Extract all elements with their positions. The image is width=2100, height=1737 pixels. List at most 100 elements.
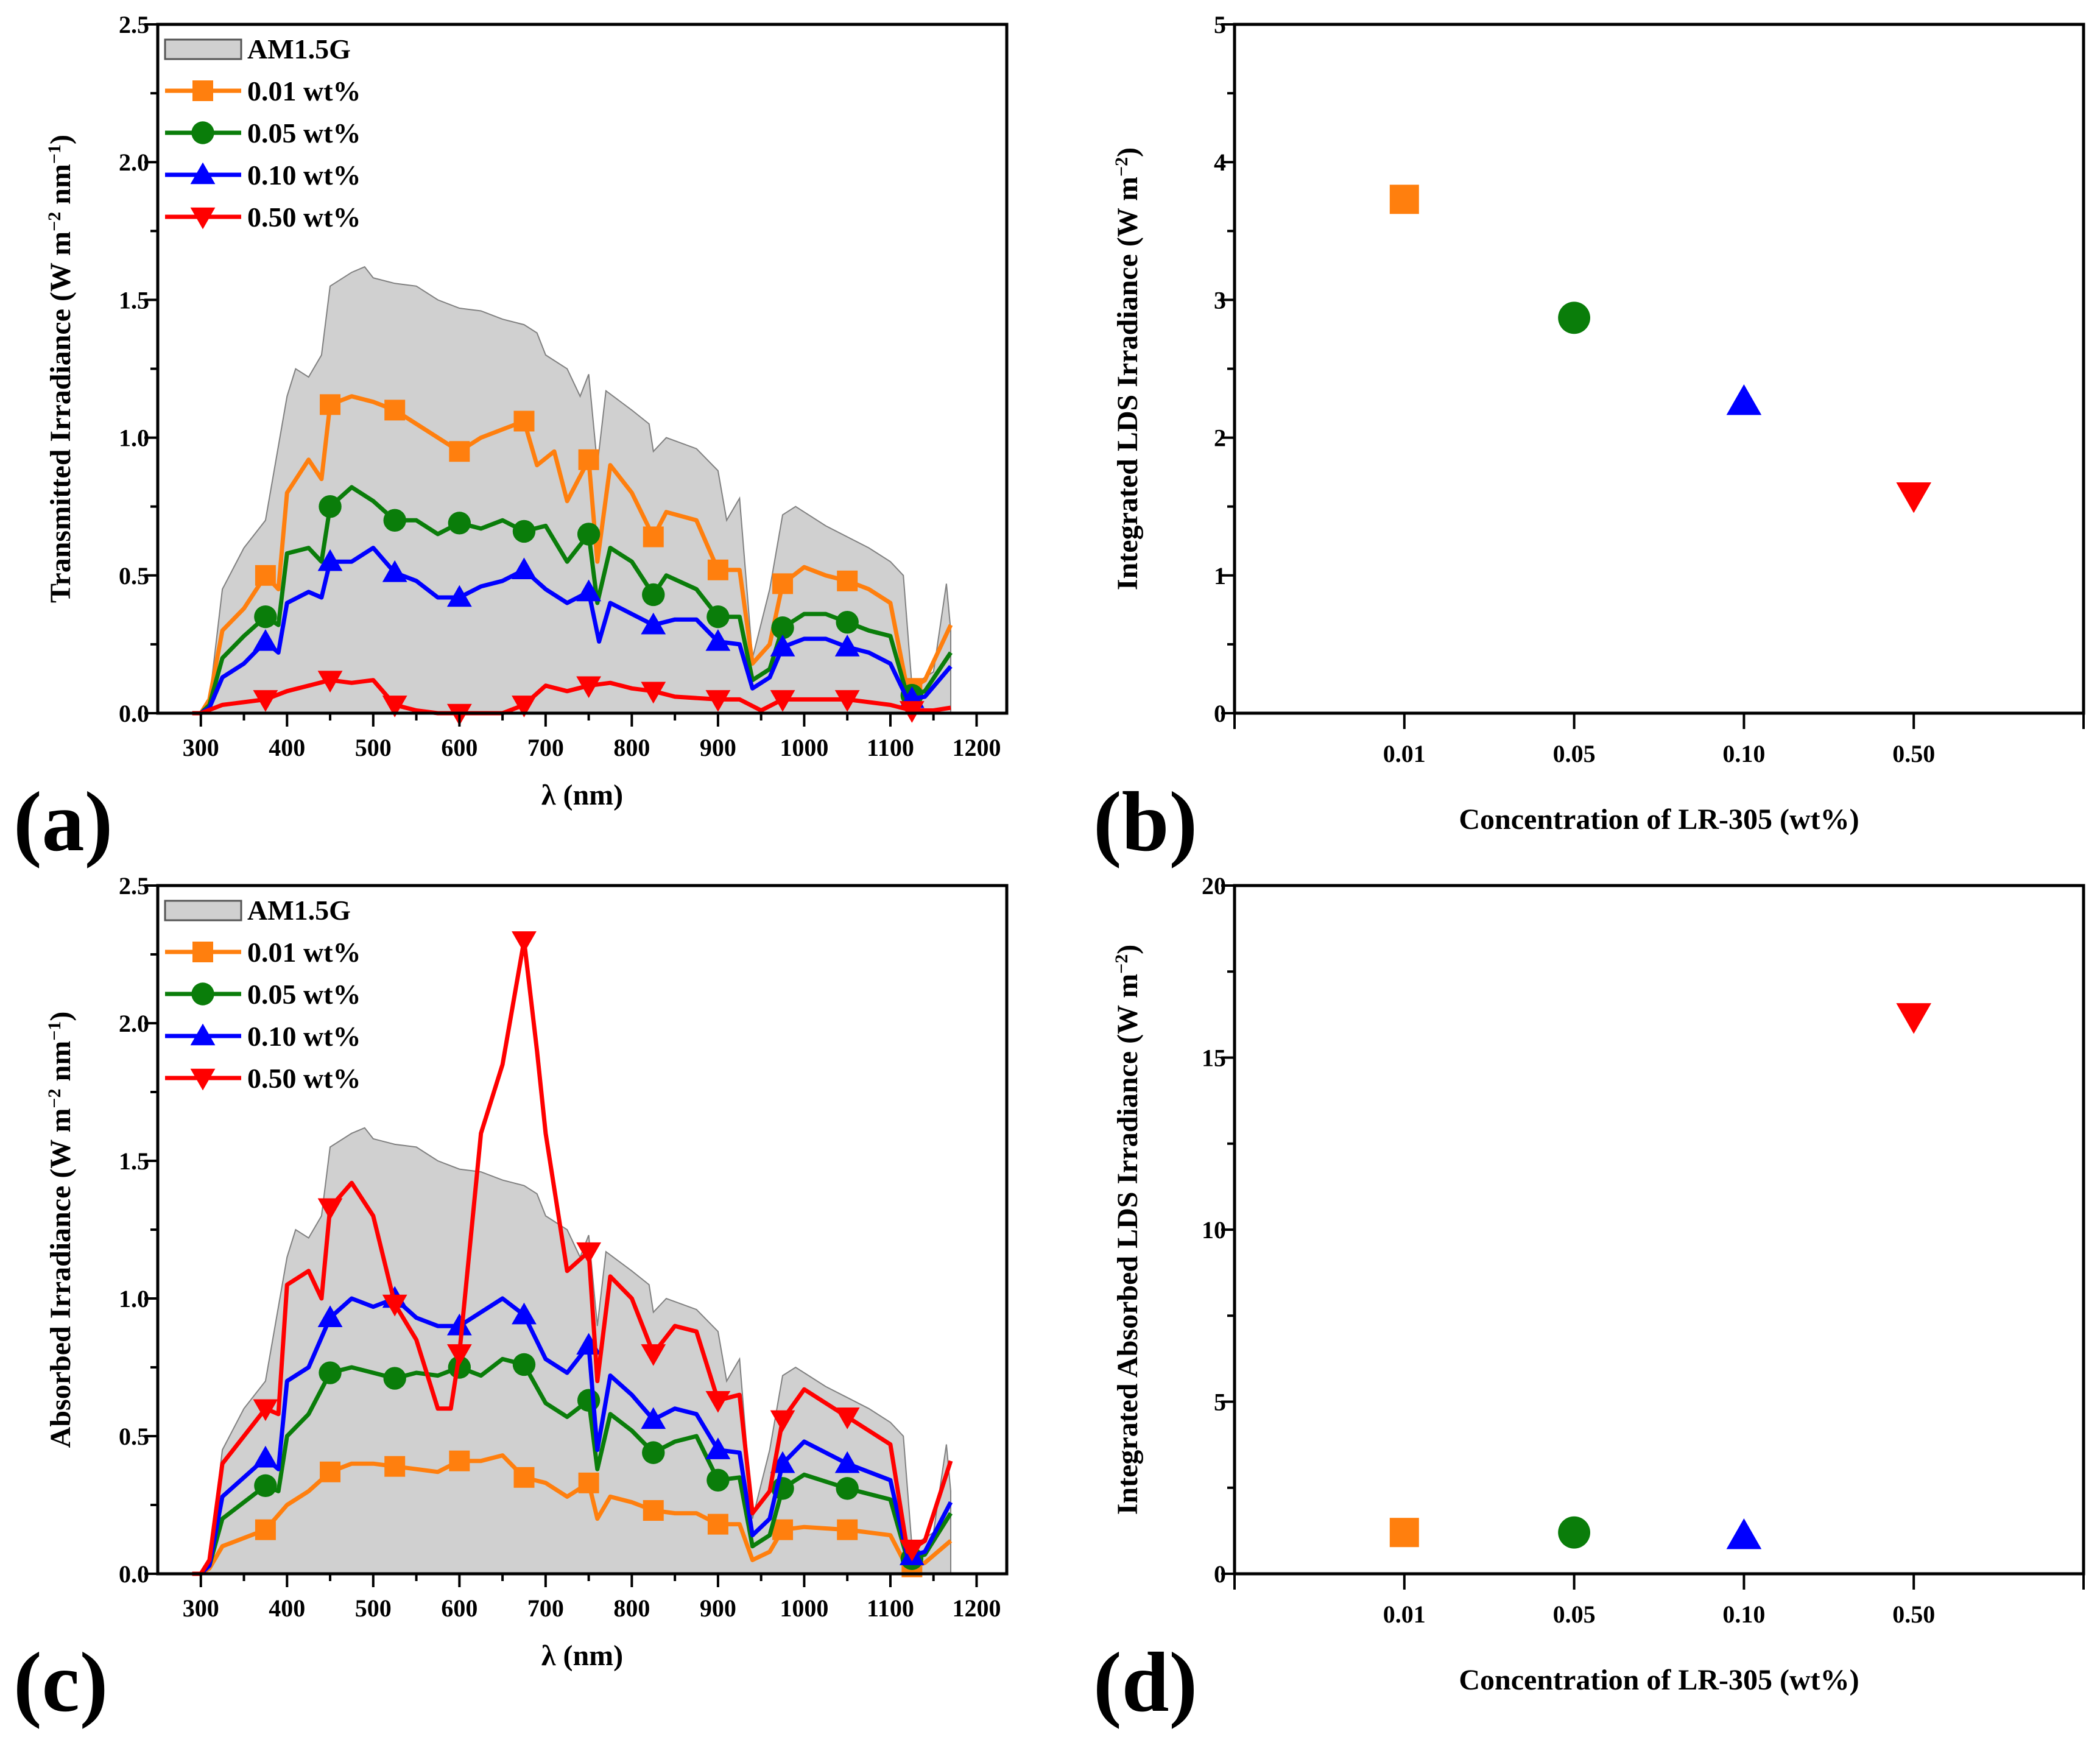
data-marker bbox=[705, 1437, 731, 1459]
data-marker bbox=[512, 520, 536, 543]
data-point-0.05 bbox=[1558, 1516, 1591, 1549]
legend-marker bbox=[190, 1023, 216, 1046]
y-tick-label: 1 bbox=[1214, 562, 1226, 590]
data-marker bbox=[253, 1445, 278, 1468]
y-tick-label: 5 bbox=[1214, 11, 1226, 38]
data-marker bbox=[253, 690, 278, 712]
data-marker bbox=[446, 585, 472, 607]
plot-frame bbox=[1233, 884, 2085, 1576]
x-tick-label: 500 bbox=[355, 1594, 392, 1622]
data-point-0.10 bbox=[1726, 384, 1762, 415]
legend: AM1.5G 0.01 wt% 0.05 wt% 0.10 wt% 0.50 wt% bbox=[164, 895, 361, 1094]
series-010wt bbox=[199, 1286, 953, 1576]
panel-a: AM1.5G 0.01 wt% 0.05 wt% 0.10 wt% 0.50 wt% 30… bbox=[13, 11, 1009, 869]
data-marker bbox=[512, 1353, 536, 1376]
data-marker bbox=[834, 690, 860, 712]
data-marker bbox=[641, 682, 666, 704]
data-marker bbox=[641, 1344, 666, 1366]
legend-item: 0.01 wt% bbox=[165, 76, 361, 107]
panel-c: AM1.5G 0.01 wt% 0.05 wt% 0.10 wt% 0.50 wt% 30… bbox=[13, 872, 1009, 1730]
y-tick-label: 5 bbox=[1214, 1389, 1226, 1416]
data-marker bbox=[446, 1313, 472, 1336]
data-marker bbox=[770, 1451, 795, 1473]
legend-item: 0.50 wt% bbox=[165, 1063, 361, 1094]
y-axis-title: Absorbed Irradiance (W m−2 nm−1) bbox=[44, 1012, 77, 1448]
data-marker bbox=[576, 676, 602, 699]
data-point-0.01 bbox=[1389, 1518, 1419, 1548]
legend-item: AM1.5G bbox=[164, 895, 351, 926]
data-marker bbox=[512, 696, 537, 717]
legend-swatch bbox=[164, 38, 242, 60]
x-tick-label: 1000 bbox=[780, 734, 828, 761]
legend-item: 0.05 wt% bbox=[165, 118, 361, 149]
x-tick-label: 0.01 bbox=[1383, 1601, 1426, 1628]
series-line bbox=[199, 394, 953, 714]
panel-label: (d) bbox=[1093, 1635, 1197, 1730]
x-tick-label: 700 bbox=[527, 734, 564, 761]
data-marker bbox=[253, 629, 278, 651]
data-marker bbox=[772, 1519, 794, 1540]
data-marker bbox=[643, 526, 664, 548]
legend-label: 0.05 wt% bbox=[247, 118, 361, 149]
data-marker bbox=[578, 449, 599, 470]
x-tick-label: 1100 bbox=[867, 1594, 914, 1622]
legend-marker bbox=[192, 942, 213, 962]
legend-label: 0.01 wt% bbox=[247, 76, 361, 107]
y-axis-title: Integrated LDS Irradiance (W m−2) bbox=[1112, 147, 1144, 590]
x-tick-label: 400 bbox=[269, 1594, 305, 1622]
legend-item: 0.50 wt% bbox=[165, 202, 361, 233]
x-axis-title: λ (nm) bbox=[541, 779, 623, 811]
legend-item: 0.10 wt% bbox=[165, 160, 361, 191]
x-tick-label: 500 bbox=[355, 734, 392, 761]
data-marker bbox=[319, 495, 342, 518]
data-marker bbox=[253, 1399, 278, 1422]
panel-b: 0.01 0.05 0.10 0.50 0 1 2 3 4 5 Concentration of L… bbox=[1093, 11, 2085, 869]
data-marker bbox=[641, 1407, 666, 1429]
series-001wt bbox=[192, 1450, 953, 1577]
data-point-0.05 bbox=[1558, 301, 1591, 334]
data-marker bbox=[834, 635, 860, 657]
legend-item: 0.10 wt% bbox=[165, 1021, 361, 1052]
data-marker bbox=[317, 1305, 343, 1327]
plot-frame bbox=[156, 23, 1009, 715]
data-marker bbox=[576, 1242, 602, 1264]
data-marker bbox=[512, 557, 537, 580]
y-tick-label: 1.5 bbox=[119, 286, 149, 314]
y-axis-title: Integrated Absorbed LDS Irradiance (W m−… bbox=[1112, 945, 1144, 1515]
series-005wt bbox=[199, 485, 953, 715]
data-marker bbox=[449, 441, 470, 462]
x-tick-label: 0.01 bbox=[1383, 740, 1426, 767]
data-marker bbox=[577, 1389, 601, 1412]
data-marker bbox=[770, 1410, 795, 1432]
data-marker bbox=[642, 583, 665, 607]
data-point-0.10 bbox=[1726, 1518, 1762, 1549]
legend-marker bbox=[190, 207, 216, 230]
data-marker bbox=[255, 1519, 276, 1540]
x-tick-label: 1100 bbox=[867, 734, 914, 761]
legend-label: 0.10 wt% bbox=[247, 1021, 361, 1052]
data-marker bbox=[383, 509, 406, 532]
legend-marker bbox=[191, 121, 214, 144]
data-marker bbox=[317, 549, 343, 571]
y-tick-label: 3 bbox=[1214, 286, 1226, 314]
plot-frame bbox=[156, 884, 1009, 1576]
data-marker bbox=[320, 1461, 341, 1482]
y-tick-label: 4 bbox=[1214, 149, 1226, 176]
y-tick-label: 0 bbox=[1214, 700, 1226, 727]
data-marker bbox=[837, 570, 858, 591]
data-marker bbox=[772, 573, 794, 594]
data-marker bbox=[578, 1472, 599, 1493]
data-marker bbox=[706, 1468, 730, 1492]
legend-label: 0.50 wt% bbox=[247, 202, 361, 233]
data-marker bbox=[384, 1456, 406, 1477]
data-marker bbox=[382, 1294, 407, 1317]
legend: AM1.5G 0.01 wt% 0.05 wt% 0.10 wt% 0.50 wt% bbox=[164, 33, 361, 233]
data-marker bbox=[834, 1451, 860, 1473]
y-tick-label: 20 bbox=[1202, 872, 1226, 900]
series-050wt bbox=[192, 931, 953, 1576]
x-tick-label: 800 bbox=[613, 734, 650, 761]
data-marker bbox=[770, 635, 795, 657]
y-tick-label: 1.0 bbox=[119, 425, 149, 452]
data-marker bbox=[320, 394, 341, 415]
